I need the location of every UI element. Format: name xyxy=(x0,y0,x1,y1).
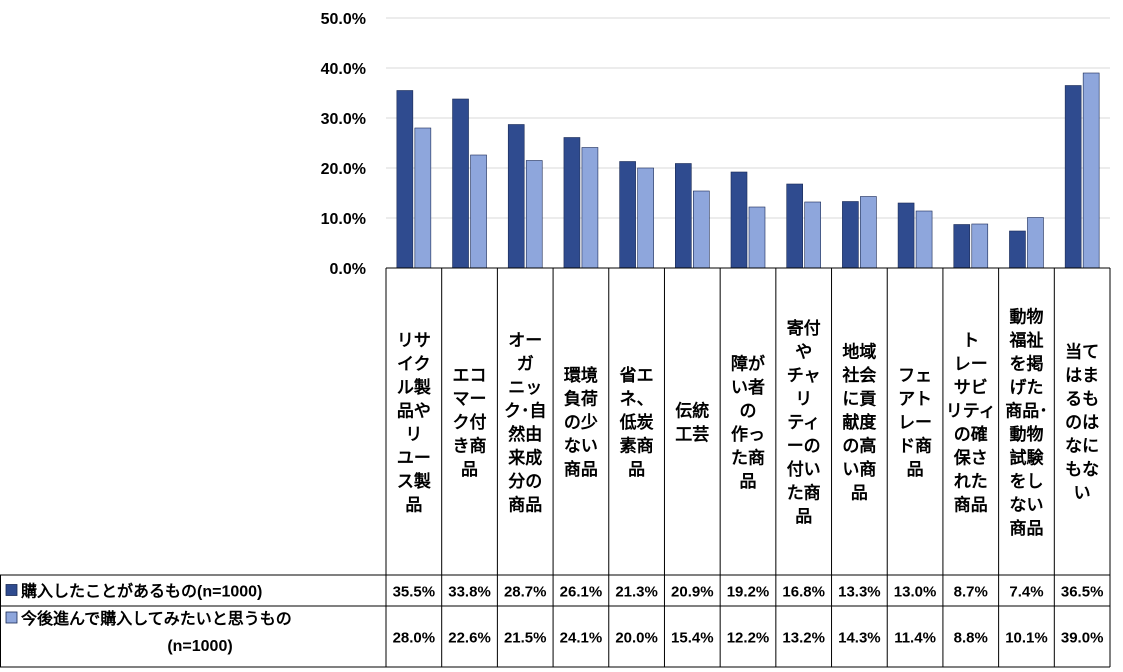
data-label-series1: 20.9% xyxy=(671,584,714,601)
data-label-series2: 21.5% xyxy=(504,630,547,647)
data-label-series2: 13.2% xyxy=(782,630,825,647)
data-label-series1: 36.5% xyxy=(1061,584,1104,601)
bars xyxy=(386,72,1110,269)
bar-series1-5 xyxy=(619,161,636,269)
category-label: フェアトレード商品 xyxy=(898,366,932,479)
bar-series2-1 xyxy=(414,127,432,269)
category-label: 当てはまるものはなにもない xyxy=(1065,342,1099,503)
data-label-series1: 35.5% xyxy=(393,584,436,601)
data-label-series2: 11.4% xyxy=(894,630,936,647)
data-label-series2: 24.1% xyxy=(560,630,603,647)
data-label-series1: 19.2% xyxy=(727,584,770,601)
bar-series1-12 xyxy=(1009,230,1026,269)
data-label-series2: 22.6% xyxy=(448,630,491,647)
bar-series2-9 xyxy=(860,196,877,269)
legend-swatch xyxy=(5,584,18,596)
category-label: リサイクル製品やリユース製品 xyxy=(397,331,431,514)
category-label: 寄付やチャリティーの付いた商品 xyxy=(787,318,821,526)
bar-series1-10 xyxy=(897,202,915,269)
bar-series2-10 xyxy=(915,210,933,269)
y-tick-label: 40.0% xyxy=(321,61,366,78)
data-label-series1: 28.7% xyxy=(504,584,547,601)
y-tick-label: 20.0% xyxy=(321,161,366,178)
category-label: 動物福祉を掲げた商品･動物試験をしない商品 xyxy=(1005,306,1048,538)
y-tick-label: 0.0% xyxy=(330,261,366,278)
data-label-series2: 14.3% xyxy=(838,630,881,647)
data-label-series2: 12.2% xyxy=(727,630,770,647)
y-tick-label: 30.0% xyxy=(321,111,366,128)
bar-series1-4 xyxy=(563,137,581,269)
data-label-series2: 20.0% xyxy=(615,630,658,647)
category-label: 省エネ、低炭素商品 xyxy=(619,365,654,479)
data-label-series2: 8.8% xyxy=(954,630,988,647)
y-tick-label: 10.0% xyxy=(321,211,366,228)
bar-series2-13 xyxy=(1082,72,1100,269)
legend-label: 今後進んで購入してみたいと思うもの(n=1000) xyxy=(20,609,292,655)
category-label: エコマーク付き商品 xyxy=(453,366,487,479)
bar-series2-7 xyxy=(748,206,766,269)
y-tick-label: 50.0% xyxy=(321,11,366,28)
data-label-series1: 21.3% xyxy=(615,584,658,601)
bar-series1-1 xyxy=(396,90,414,269)
bar-series1-11 xyxy=(953,224,971,269)
data-label-series1: 33.8% xyxy=(448,584,491,601)
legend-swatch xyxy=(5,611,18,624)
data-label-series2: 28.0% xyxy=(393,630,436,647)
bar-series2-2 xyxy=(470,154,487,269)
data-label-series1: 13.3% xyxy=(838,584,881,601)
data-label-series1: 16.8% xyxy=(782,584,825,601)
category-label: 地域社会に貢献度の高い商品 xyxy=(841,342,877,503)
data-label-series2: 39.0% xyxy=(1061,630,1104,647)
bar-series2-5 xyxy=(637,167,654,269)
bar-series2-11 xyxy=(971,223,989,269)
data-label-series1: 13.0% xyxy=(894,584,937,601)
bar-series1-3 xyxy=(507,124,525,269)
y-axis-ticks: 0.0% 10.0% 20.0% 30.0% 40.0% 50.0% xyxy=(321,11,366,278)
bar-series1-2 xyxy=(452,98,469,269)
bar-series2-12 xyxy=(1027,217,1044,269)
bar-series1-9 xyxy=(842,201,859,269)
bar-series1-6 xyxy=(675,163,692,269)
bar-series2-3 xyxy=(525,160,543,269)
category-label: 障がい者の作った商品 xyxy=(731,353,765,491)
bar-series1-7 xyxy=(730,171,748,269)
data-label-series2: 10.1% xyxy=(1005,630,1048,647)
data-label-series2: 15.4% xyxy=(671,630,714,647)
data-label-series1: 26.1% xyxy=(560,584,603,601)
data-label-series1: 7.4% xyxy=(1009,584,1043,601)
data-label-series1: 8.7% xyxy=(954,584,988,601)
bar-series2-4 xyxy=(581,147,599,269)
gridlines xyxy=(386,17,1110,219)
bar-series1-8 xyxy=(786,183,803,269)
legend-label: 購入したことがあるもの(n=1000) xyxy=(20,582,262,601)
category-label: 伝統工芸 xyxy=(675,400,709,444)
bar-series2-6 xyxy=(693,190,710,269)
data-table: リサイクル製品やリユース製品エコマーク付き商品オーガニック･自然由来成分の商品環… xyxy=(0,267,1111,668)
bar-series1-13 xyxy=(1064,85,1082,269)
bar-series2-8 xyxy=(804,201,821,269)
category-label: トレーサビリティの確保された商品 xyxy=(946,331,996,514)
category-label: オーガニック･自然由来成分の商品 xyxy=(504,331,547,514)
category-label: 環境負荷の少ない商品 xyxy=(564,365,598,479)
